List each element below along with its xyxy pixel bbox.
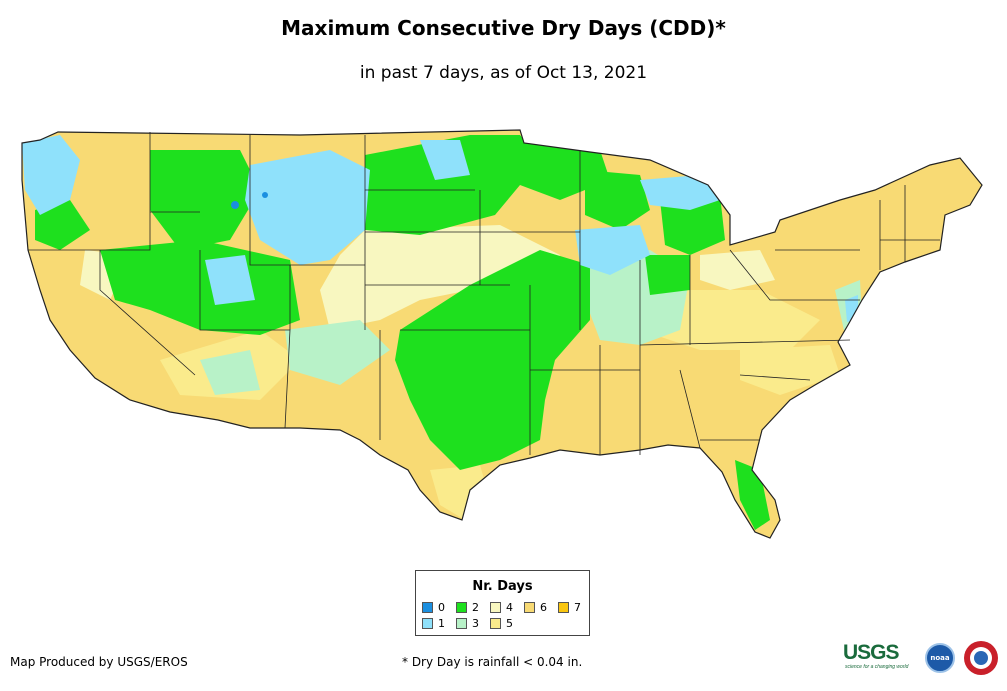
zone-2-wisconsin xyxy=(585,170,650,230)
legend-swatch-4 xyxy=(490,602,501,613)
legend-title: Nr. Days xyxy=(472,579,533,594)
legend-swatch-7 xyxy=(558,602,569,613)
zone-2-indiana xyxy=(645,255,690,295)
legend-label-6: 6 xyxy=(540,601,547,614)
zone-3-new-mexico xyxy=(285,320,390,385)
zone-4-ohio xyxy=(700,250,775,290)
legend-label-0: 0 xyxy=(438,601,445,614)
credit-text: Map Produced by USGS/EROS xyxy=(10,655,188,669)
zone-2-dakotas xyxy=(365,135,540,235)
noaa-logo: noaa xyxy=(925,643,955,673)
usgs-wordmark: USGS xyxy=(843,641,900,664)
zone-2-northern-rockies xyxy=(150,150,260,250)
map-title: Maximum Consecutive Dry Days (CDD)* xyxy=(281,16,726,40)
zone-1-washington xyxy=(22,135,80,215)
legend-label-3: 3 xyxy=(472,617,479,630)
legend-label-5: 5 xyxy=(506,617,513,630)
legend-swatch-2 xyxy=(456,602,467,613)
zone-1-montana xyxy=(245,150,370,265)
noaa-wordmark: noaa xyxy=(930,654,950,662)
zone-5-appalachia xyxy=(640,290,820,350)
zone-2-central-belt xyxy=(395,250,590,470)
legend-swatch-5 xyxy=(490,618,501,629)
legend-swatch-3 xyxy=(456,618,467,629)
zone-0-spot-idaho xyxy=(262,192,268,198)
legend-label-7: 7 xyxy=(574,601,581,614)
nws-logo xyxy=(964,641,998,675)
zone-1-lake-michigan xyxy=(640,175,720,210)
zone-5-carolina xyxy=(740,345,840,395)
legend-swatch-6 xyxy=(524,602,535,613)
map-subtitle: in past 7 days, as of Oct 13, 2021 xyxy=(359,63,648,83)
zone-1-north-dakota xyxy=(420,140,470,180)
dry-day-zones xyxy=(22,135,862,530)
zone-1-utah xyxy=(205,255,255,305)
zone-0-spot-wyoming xyxy=(231,201,239,209)
zone-4-central-plains xyxy=(320,225,560,330)
legend-label-2: 2 xyxy=(472,601,479,614)
legend-swatch-0 xyxy=(422,602,433,613)
legend-label-1: 1 xyxy=(438,617,445,630)
usgs-tagline: science for a changing world xyxy=(845,664,909,670)
legend-swatch-1 xyxy=(422,618,433,629)
zone-2-michigan xyxy=(660,195,725,255)
footnote-text: * Dry Day is rainfall < 0.04 in. xyxy=(402,655,583,669)
zone-2-oregon xyxy=(35,200,90,250)
state-boundaries xyxy=(28,132,940,455)
legend-label-4: 4 xyxy=(506,601,513,614)
zone-1-great-lakes xyxy=(575,225,650,275)
nws-logo-core xyxy=(974,651,988,665)
zone-3-southwest xyxy=(200,350,260,395)
